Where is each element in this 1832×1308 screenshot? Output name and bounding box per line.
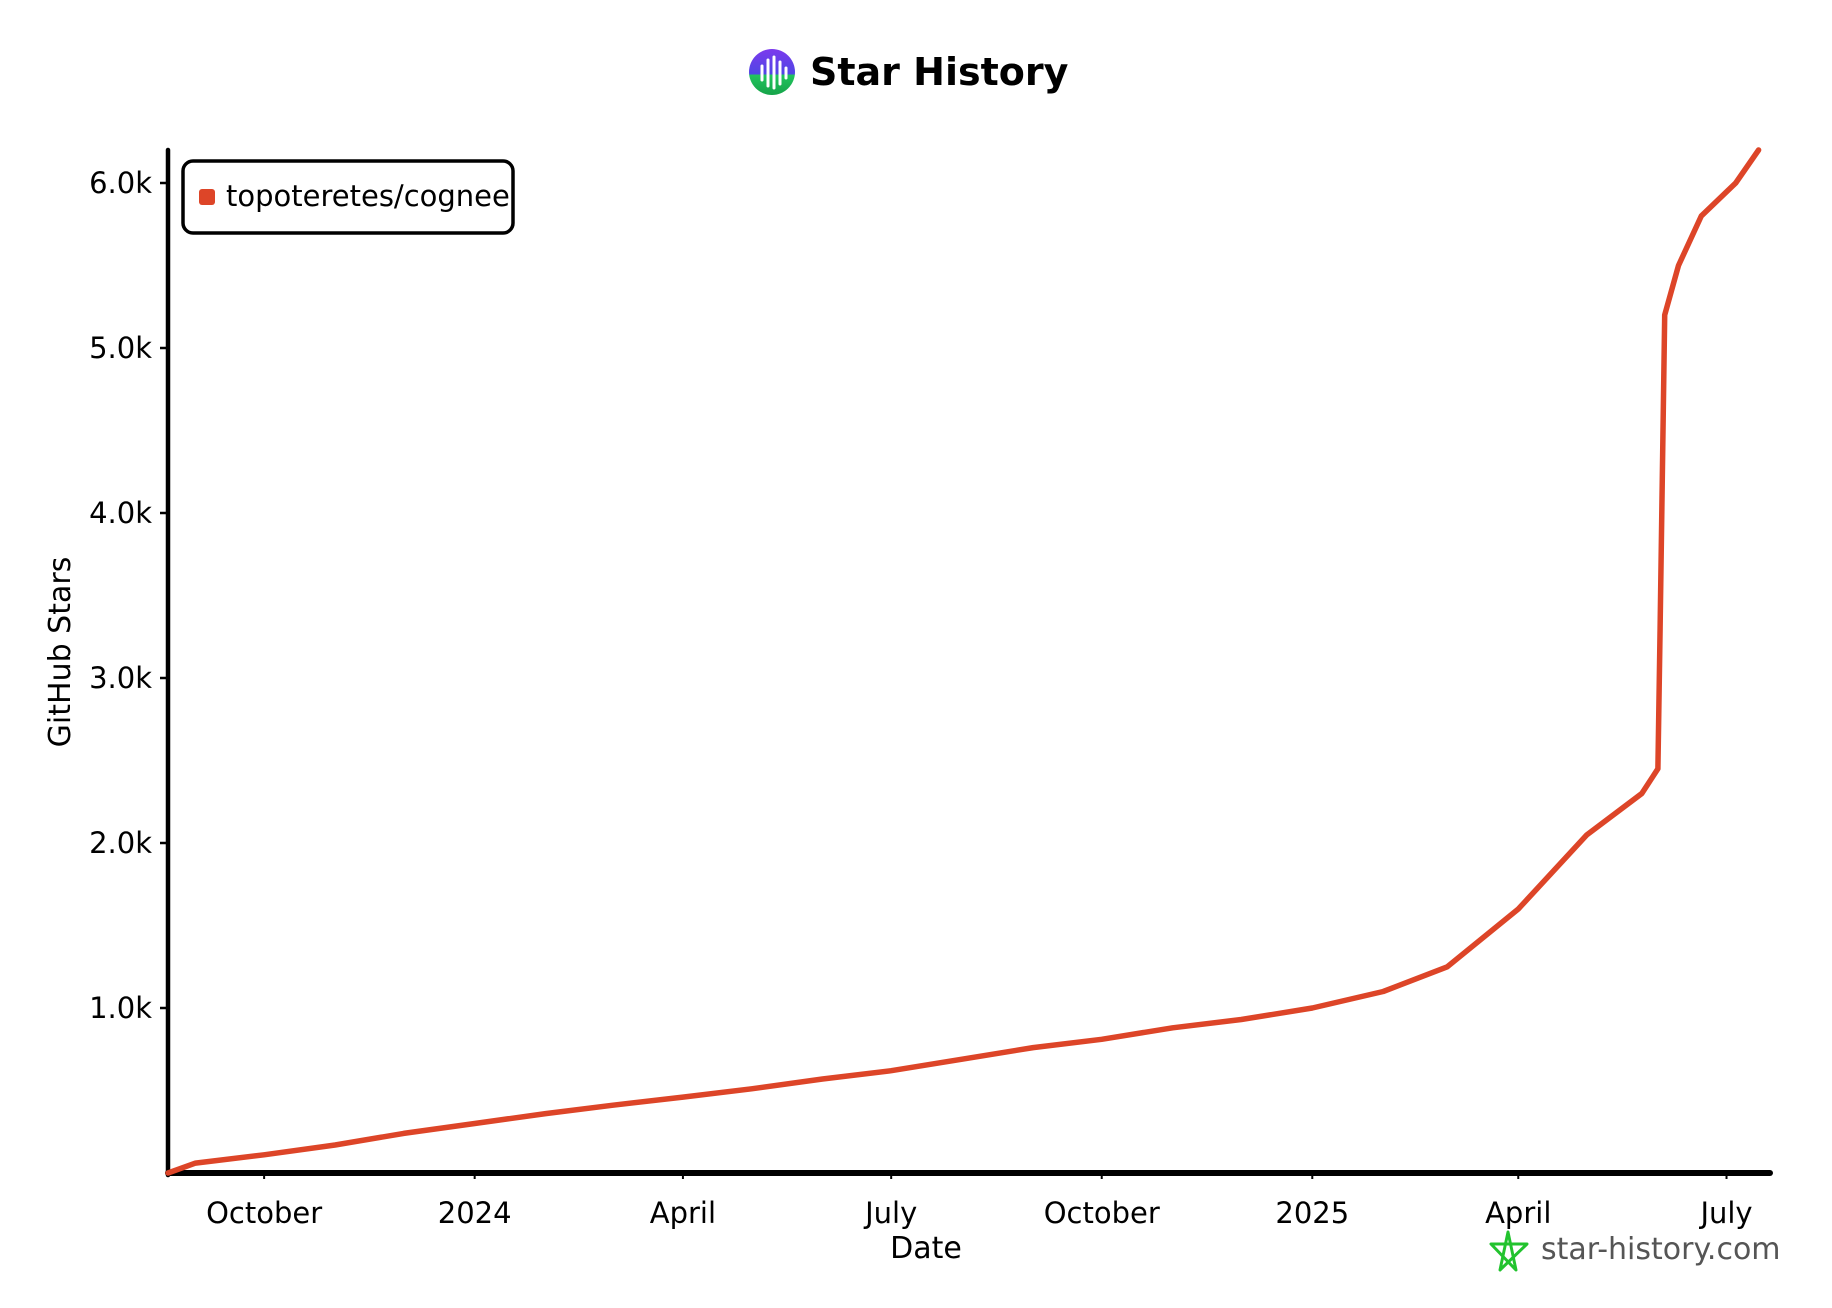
legend-box [181,159,515,235]
y-axis-title: GitHub Stars [43,557,78,748]
x-tick-label: 2025 [1275,1196,1349,1230]
y-tick-label: 4.0k [89,496,152,530]
x-axis-ticks: October 2024 April July October 2025 April July [206,1173,1753,1230]
y-tick-label: 5.0k [89,331,152,365]
y-axis-ticks: 1.0k 2.0k 3.0k 4.0k 5.0k 6.0k [89,166,168,1025]
y-tick-label: 1.0k [89,991,152,1025]
x-tick-label: October [1044,1196,1160,1230]
legend-swatch [199,189,215,205]
x-axis-title: Date [890,1231,962,1266]
x-tick-label: 2024 [438,1196,512,1230]
x-tick-label: April [1485,1196,1551,1230]
y-tick-label: 3.0k [89,661,152,695]
chart-title: Star History [810,50,1069,94]
watermark[interactable]: star-history.com [1489,1230,1781,1272]
legend: topoteretes/cognee [181,159,515,235]
series-layer [165,147,1762,1176]
x-tick-label: October [206,1196,322,1230]
chart-header: Star History [749,49,1069,95]
legend-label: topoteretes/cognee [226,179,510,213]
series-line-0 [165,147,1762,1176]
star-icon [1489,1230,1529,1272]
x-tick-label: April [650,1196,716,1230]
star-history-logo-icon [749,49,795,95]
y-tick-label: 6.0k [89,166,152,200]
y-tick-label: 2.0k [89,826,152,860]
x-tick-label: July [1698,1196,1752,1230]
x-tick-label: July [863,1196,917,1230]
axes [165,147,1773,1178]
watermark-text[interactable]: star-history.com [1541,1232,1781,1267]
